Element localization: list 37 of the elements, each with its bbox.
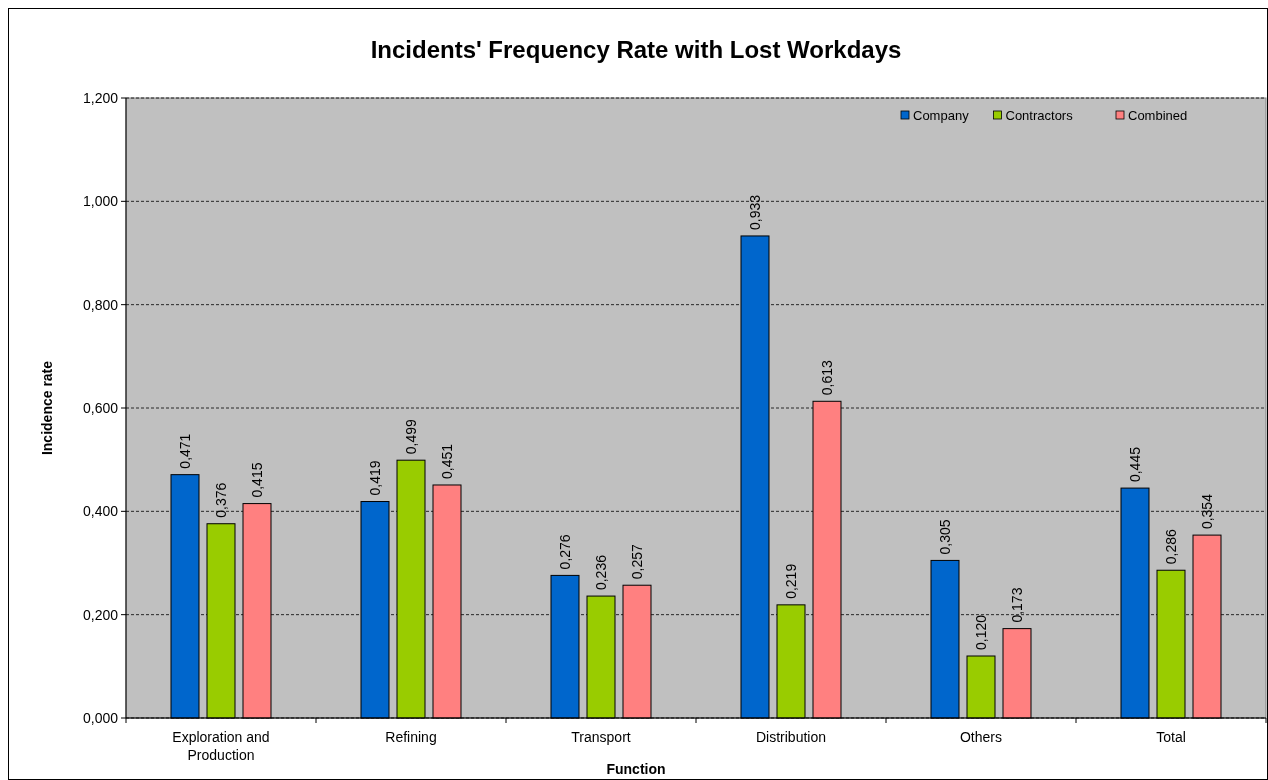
y-tick-label: 0,800 xyxy=(82,296,119,313)
data-label: 0,219 xyxy=(783,563,799,599)
data-label: 0,257 xyxy=(629,543,645,580)
data-label: 0,276 xyxy=(557,534,573,570)
y-tick-label: 0,000 xyxy=(82,709,119,726)
data-label: 0,445 xyxy=(1127,446,1143,483)
data-label: 0,613 xyxy=(819,360,835,396)
chart-title: Incidents' Frequency Rate with Lost Workdays xyxy=(370,36,902,63)
y-tick-label: 1,000 xyxy=(82,193,119,210)
data-label: 0,933 xyxy=(747,194,763,230)
y-tick-label: 0,600 xyxy=(82,399,119,416)
data-label: 0,354 xyxy=(1199,493,1215,530)
legend-label: Company xyxy=(913,108,970,123)
data-label: 0,415 xyxy=(249,462,265,498)
legend-label: Contractors xyxy=(1005,108,1074,123)
x-tick-label: Transport xyxy=(571,729,631,745)
data-label: 0,305 xyxy=(937,519,953,555)
data-label: 0,173 xyxy=(1009,587,1025,623)
data-label: 0,120 xyxy=(973,614,989,650)
legend-label: Combined xyxy=(1128,108,1188,123)
y-tick-label: 0,200 xyxy=(82,606,119,623)
x-tick-label: Refining xyxy=(385,729,437,745)
data-label: 0,376 xyxy=(213,482,229,518)
x-tick-label: Exploration and Production xyxy=(172,729,270,763)
data-label: 0,286 xyxy=(1163,528,1179,565)
y-tick-label: 0,400 xyxy=(82,503,119,520)
x-tick-label: Distribution xyxy=(755,729,827,745)
data-label: 0,471 xyxy=(177,433,193,469)
data-label: 0,451 xyxy=(439,443,455,479)
data-label: 0,236 xyxy=(593,554,609,591)
data-label: 0,419 xyxy=(367,460,383,496)
data-label: 0,499 xyxy=(403,418,419,455)
y-tick-label: 1,200 xyxy=(82,89,119,106)
x-tick-label: Others xyxy=(959,729,1003,745)
x-axis-title: Function xyxy=(606,761,666,777)
y-axis-title: Incidence rate xyxy=(39,360,55,456)
x-tick-label: Total xyxy=(1156,729,1186,745)
